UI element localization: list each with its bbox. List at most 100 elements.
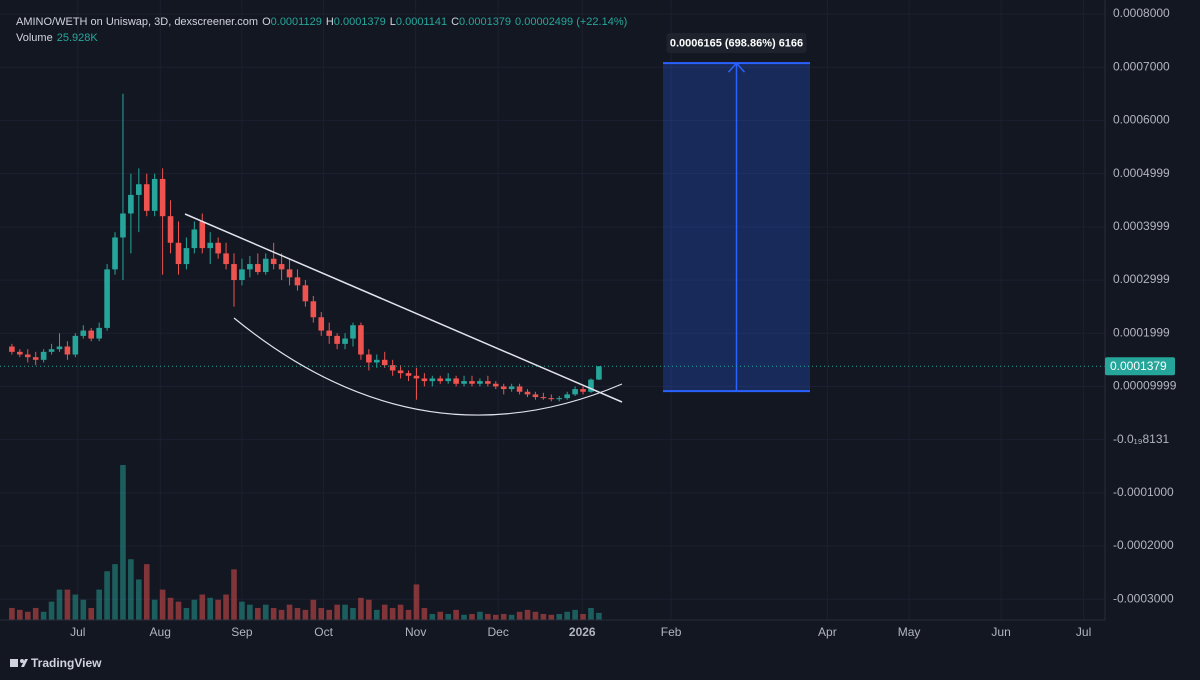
volume-series <box>9 465 602 620</box>
volume-bar <box>469 613 475 620</box>
measure-arrow-head <box>727 61 746 73</box>
candle-body <box>373 359 380 363</box>
legend-header: AMINO/WETH on Uniswap, 3D, dexscreener.c… <box>16 14 631 46</box>
volume-bar <box>532 611 539 620</box>
candle-body <box>24 354 31 358</box>
volume-bar <box>326 609 332 620</box>
candle-body <box>255 264 261 273</box>
candle-body <box>48 349 55 352</box>
volume-bar <box>310 599 317 620</box>
ohlc-value: 0.0001141 <box>395 16 448 28</box>
candle-body <box>215 242 221 254</box>
candle-body <box>437 378 444 382</box>
volume-bar <box>477 611 483 620</box>
y-tick-label: -0.0₁₉8131 <box>1113 432 1170 446</box>
candle-body <box>429 378 436 382</box>
ohlc-key: H <box>325 16 334 28</box>
change-value: 0.00002499 (+22.14%) <box>515 16 628 28</box>
ohlc-key: L <box>389 16 396 28</box>
volume-bar <box>445 613 451 620</box>
candle-body <box>207 242 214 249</box>
candle-body <box>580 389 586 392</box>
y-tick-label: 0.0004999 <box>1113 166 1170 180</box>
candle-body <box>389 365 396 371</box>
candle-body <box>397 370 404 374</box>
candle-body <box>17 351 23 355</box>
measure-tool: 0.0006165 (698.86%) 6166 <box>663 33 810 393</box>
candle-body <box>167 216 174 243</box>
candle-body <box>175 242 182 265</box>
candle-body <box>262 258 269 273</box>
candle-body <box>136 184 142 195</box>
arc-drawing <box>233 317 623 416</box>
y-tick-label: 0.0008000 <box>1113 6 1170 20</box>
price-series <box>0 93 1105 402</box>
x-tick-label: Oct <box>314 625 333 639</box>
x-tick-label: Jun <box>991 625 1010 639</box>
volume-bar <box>508 614 515 620</box>
volume-bar <box>596 612 602 620</box>
volume-bar <box>516 611 523 620</box>
volume-bar <box>278 609 285 620</box>
volume-bar <box>358 597 364 620</box>
candle-body <box>159 178 166 217</box>
candle-body <box>477 381 483 384</box>
volume-bar <box>453 609 459 620</box>
candle-body <box>120 213 126 238</box>
y-tick-label: 0.0003999 <box>1113 219 1170 233</box>
volume-bar <box>191 599 198 620</box>
volume-bar <box>128 559 134 620</box>
y-tick-label: 0.0001999 <box>1113 325 1170 339</box>
candle-body <box>485 381 491 384</box>
brand-name: TradingView <box>31 656 102 670</box>
candle-body <box>183 248 190 265</box>
volume-bar <box>151 599 158 620</box>
candle-body <box>596 366 602 380</box>
volume-bar <box>247 604 253 620</box>
ohlc-key: O <box>262 16 271 28</box>
candle-body <box>342 338 348 344</box>
last-price-label: 0.0001379 <box>1110 359 1167 373</box>
volume-bar <box>485 613 491 620</box>
y-tick-label: 0.0006000 <box>1113 113 1170 127</box>
candle-body <box>413 375 420 379</box>
ohlc-value: 0.0001379 <box>459 16 512 28</box>
candle-body <box>500 386 507 390</box>
candle-body <box>310 301 317 318</box>
volume-bar <box>96 589 102 620</box>
candle-body <box>572 389 578 395</box>
x-tick-label: Feb <box>661 625 682 639</box>
volume-bar <box>572 609 578 620</box>
candle-body <box>508 386 515 390</box>
volume-bar <box>167 597 174 620</box>
axes: 0.0008000 0.0007000 0.0006000 0.0004999 0.00… <box>70 6 1177 639</box>
candle-body <box>381 359 388 366</box>
volume-bar <box>461 614 467 620</box>
x-tick-label: 2026 <box>569 625 596 639</box>
logo-shape <box>20 659 24 663</box>
candle-body <box>556 398 563 400</box>
volume-bar <box>112 564 118 620</box>
candle-body <box>453 378 459 384</box>
candle-body <box>80 330 87 336</box>
y-tick-label: 0.0002999 <box>1113 272 1170 286</box>
candle-body <box>358 325 364 355</box>
candle-body <box>239 269 245 281</box>
volume-bar <box>136 579 142 620</box>
candle-body <box>532 394 539 398</box>
candle-body <box>9 346 15 352</box>
volume-bar <box>262 604 269 620</box>
volume-bar <box>223 594 229 620</box>
volume-bar <box>413 584 420 620</box>
candle-body <box>40 351 47 360</box>
volume-bar <box>183 607 190 620</box>
candle-body <box>96 327 102 339</box>
y-tick-label: -0.0001000 <box>1113 485 1174 499</box>
volume-bar <box>318 607 325 620</box>
candle-body <box>302 285 309 302</box>
volume-bar <box>389 607 396 620</box>
candle-body <box>588 379 594 392</box>
y-tick-label: -0.0003000 <box>1113 591 1174 605</box>
volume-row: Volume 25.928K <box>16 30 631 46</box>
